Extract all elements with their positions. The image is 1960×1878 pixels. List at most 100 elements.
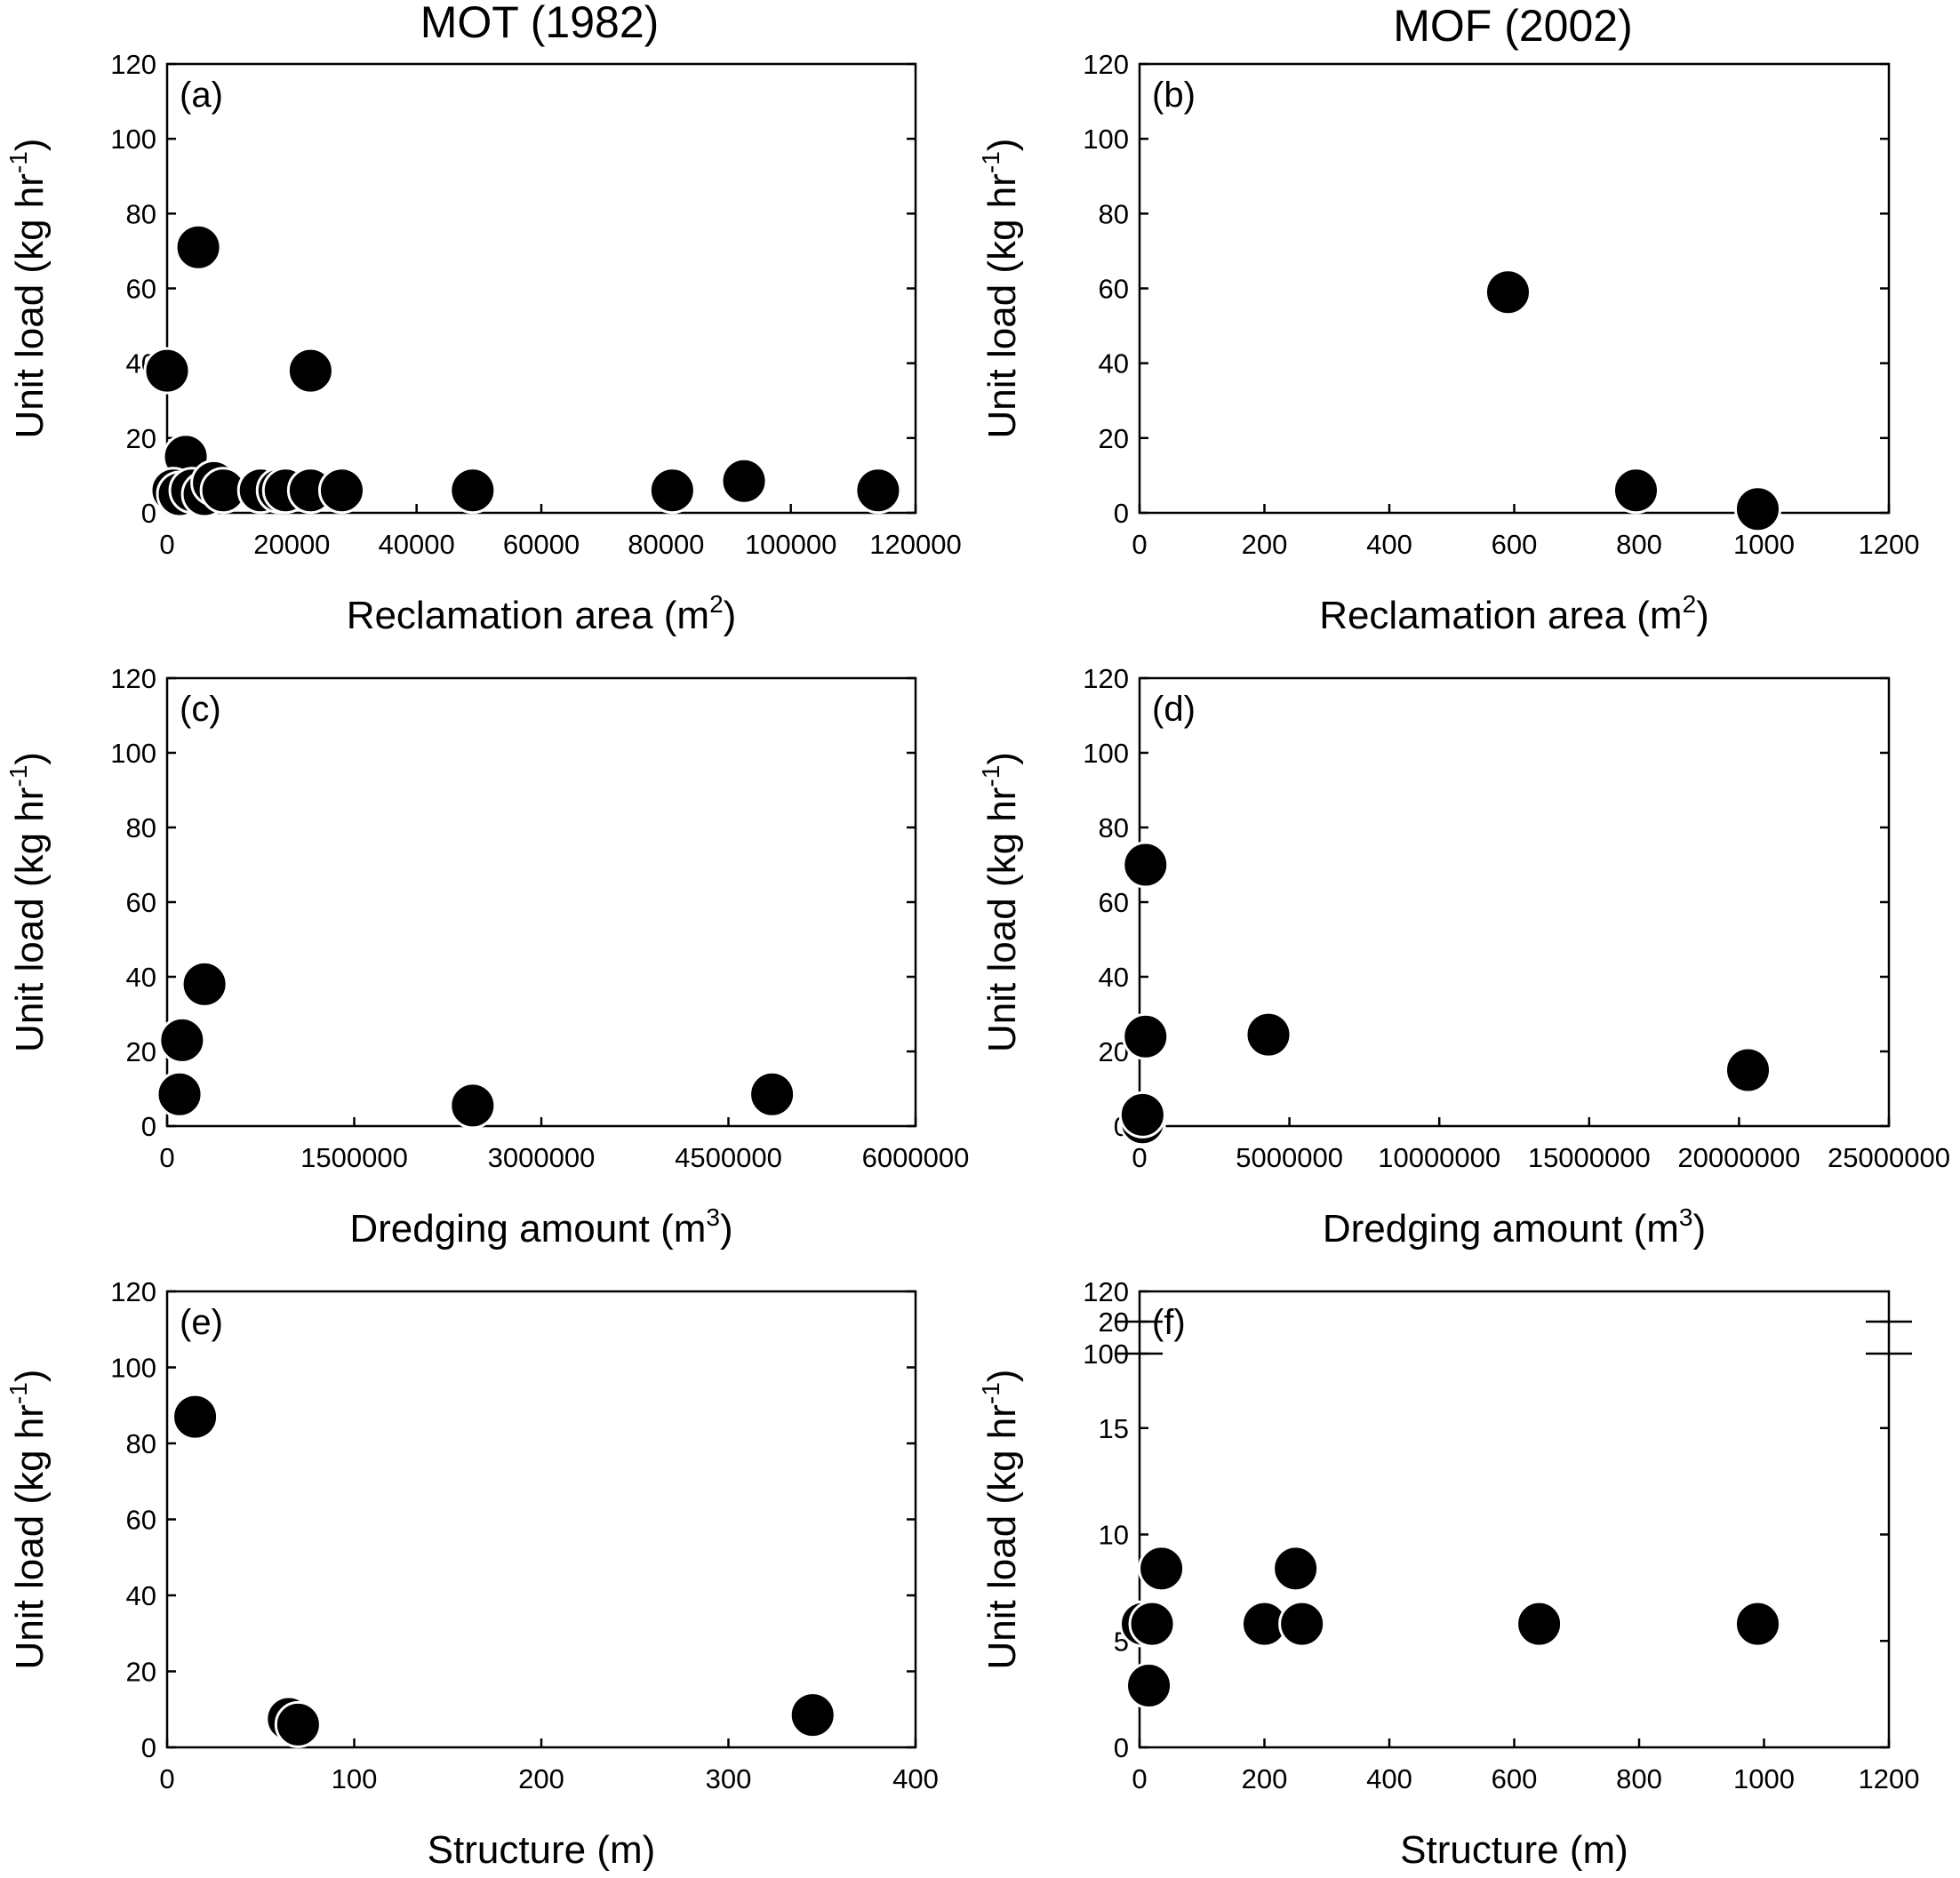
y-axis-label-main: Unit load (kg hr — [980, 787, 1024, 1052]
data-point — [1724, 1046, 1772, 1094]
y-tick-label: 15 — [1099, 1413, 1129, 1444]
data-point — [1484, 268, 1532, 316]
x-axis-label-suffix: ) — [720, 1207, 733, 1251]
data-point — [1612, 467, 1660, 515]
data-point — [286, 347, 334, 395]
panel-label: (e) — [180, 1303, 223, 1342]
y-tick-label: 100 — [110, 124, 156, 155]
data-point — [317, 467, 365, 515]
plot-frame — [165, 62, 917, 515]
data-point — [1244, 1011, 1292, 1059]
y-tick-label: 60 — [126, 1505, 156, 1536]
data-point — [1122, 841, 1170, 889]
x-axis-label-suffix: ) — [1693, 1207, 1707, 1251]
data-point — [1516, 1600, 1564, 1648]
x-tick-label: 800 — [1616, 1763, 1662, 1794]
x-tick-label: 20000 — [253, 529, 330, 560]
y-axis-label-sup: -1 — [4, 151, 32, 173]
data-point — [720, 457, 768, 505]
panel-label: (a) — [180, 76, 223, 115]
x-tick-label: 200 — [1242, 529, 1288, 560]
x-tick-label: 4500000 — [675, 1142, 782, 1173]
x-axis-label-main: Dredging amount (m — [1323, 1207, 1679, 1251]
y-tick-label-upper: 120 — [1083, 1276, 1129, 1307]
y-tick-label: 0 — [141, 1732, 156, 1763]
x-axis-label-suffix: ) — [724, 594, 737, 637]
x-tick-label: 400 — [1366, 529, 1412, 560]
y-axis-label-sup: -1 — [977, 765, 1004, 787]
data-point — [1272, 1545, 1320, 1593]
y-axis-label-main: Unit load (kg hr — [980, 173, 1024, 438]
data-point — [788, 1691, 836, 1739]
x-axis-label: Reclamation area (m2) — [1319, 590, 1709, 637]
column-title-mot: MOT (1982) — [420, 0, 660, 47]
plot-frame — [1138, 1290, 1891, 1749]
y-tick-label: 120 — [110, 49, 156, 80]
panel-c: 0 1500000 3000000 4500000 6000000 0 20 40 60 80 10… — [4, 663, 969, 1251]
data-point — [1138, 1545, 1186, 1593]
data-point — [180, 960, 228, 1008]
y-tick-label: 80 — [126, 1428, 156, 1459]
x-axis-label-main: Reclamation area (m — [347, 594, 709, 637]
data-point — [854, 467, 902, 515]
x-tick-label: 0 — [1132, 529, 1147, 560]
y-tick-label: 120 — [110, 1276, 156, 1307]
y-tick-label: 10 — [1099, 1520, 1129, 1551]
y-axis-label: Unit load (kg hr-1) — [4, 752, 52, 1052]
y-tick-label: 80 — [126, 812, 156, 843]
x-tick-label: 0 — [1132, 1763, 1147, 1794]
x-tick-label: 20000000 — [1677, 1142, 1800, 1173]
y-tick-label: 0 — [141, 1111, 156, 1142]
y-axis-label: Unit load (kg hr-1) — [4, 1370, 52, 1670]
x-tick-label: 800 — [1616, 529, 1662, 560]
column-title-mof: MOF (2002) — [1393, 1, 1633, 51]
x-tick-label: 600 — [1492, 529, 1538, 560]
panel-label: (f) — [1152, 1303, 1186, 1342]
x-axis-label-sup: 3 — [706, 1203, 720, 1231]
y-axis-label: Unit load (kg hr-1) — [4, 139, 52, 439]
x-axis-label-main: Dredging amount (m — [349, 1207, 706, 1251]
x-axis-label-main: Structure (m) — [1400, 1828, 1628, 1872]
y-tick-label: 60 — [1099, 887, 1129, 918]
x-tick-label: 1200 — [1859, 529, 1920, 560]
y-axis-label-sup: -1 — [4, 1382, 32, 1404]
y-tick-label: 40 — [1099, 348, 1129, 380]
y-axis-label-sup: -1 — [977, 151, 1004, 173]
y-axis-label-main: Unit load (kg hr — [980, 1404, 1024, 1669]
data-point — [1733, 1600, 1781, 1648]
data-point — [1128, 1600, 1176, 1648]
x-tick-label: 200 — [518, 1763, 564, 1794]
y-tick-label: 40 — [126, 1580, 156, 1611]
y-axis-label-main: Unit load (kg hr — [8, 1404, 52, 1669]
x-axis-label-main: Structure (m) — [428, 1828, 656, 1872]
y-axis-label-sup: -1 — [977, 1382, 1004, 1404]
y-tick-label: 80 — [1099, 198, 1129, 229]
x-tick-label: 0 — [159, 1763, 174, 1794]
y-tick-label: 120 — [1083, 663, 1129, 694]
x-axis-label-sup: 3 — [1679, 1203, 1693, 1231]
x-tick-label: 60000 — [503, 529, 580, 560]
x-axis-label: Dredging amount (m3) — [1323, 1203, 1706, 1251]
y-tick-label: 100 — [110, 1353, 156, 1384]
x-axis-label-sup: 2 — [1683, 590, 1697, 618]
y-axis-label-suffix: ) — [8, 139, 52, 152]
y-axis-label-main: Unit load (kg hr — [8, 787, 52, 1052]
data-point — [1278, 1600, 1326, 1648]
data-point — [274, 1700, 322, 1748]
panel-d: 0 5000000 10000000 15000000 20000000 25000000… — [977, 663, 1950, 1251]
x-tick-label: 0 — [1132, 1142, 1147, 1173]
x-tick-label: 1200 — [1859, 1763, 1920, 1794]
y-axis-label: Unit load (kg hr-1) — [977, 1370, 1024, 1670]
y-tick-label: 40 — [1099, 962, 1129, 993]
data-point — [172, 1393, 220, 1441]
y-tick-label: 40 — [126, 962, 156, 993]
x-tick-label: 300 — [706, 1763, 752, 1794]
x-tick-label: 1500000 — [300, 1142, 408, 1173]
y-axis-label: Unit load (kg hr-1) — [977, 139, 1024, 439]
y-tick-label: 80 — [1099, 812, 1129, 843]
y-axis-label-suffix: ) — [8, 1370, 52, 1383]
y-tick-label: 20 — [126, 1036, 156, 1067]
y-tick-label: 100 — [1083, 124, 1129, 155]
x-tick-label: 400 — [892, 1763, 939, 1794]
